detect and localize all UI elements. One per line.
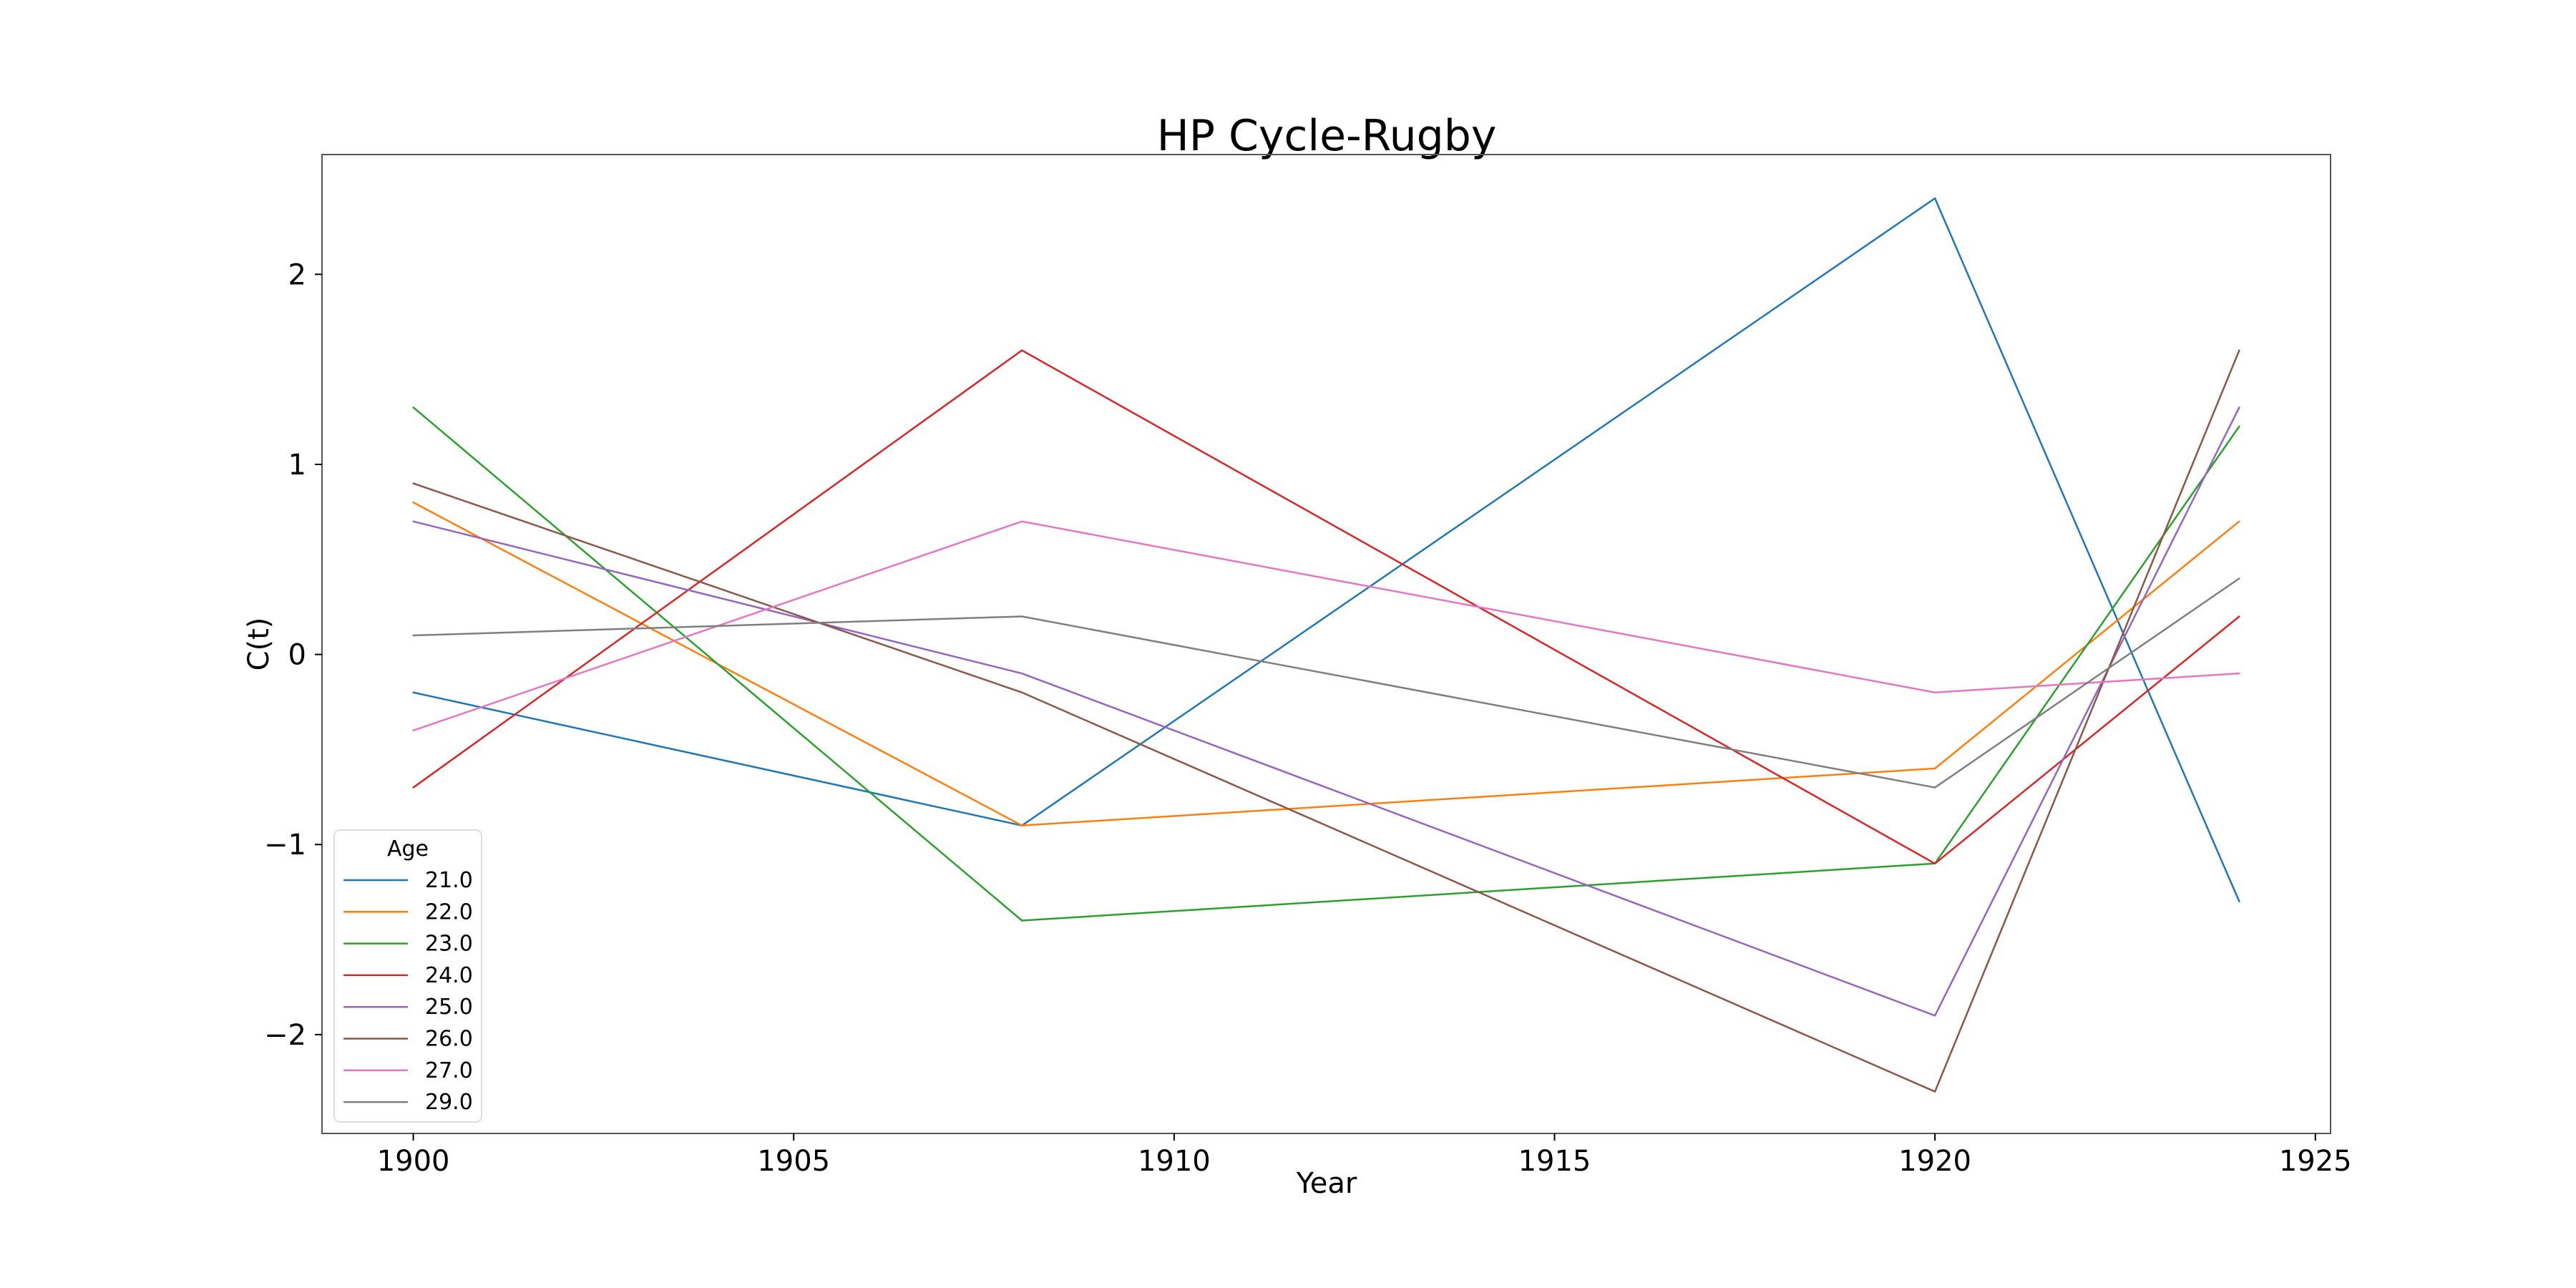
x-tick-label: 1905 — [757, 1145, 830, 1178]
x-axis: 1900 1905 1910 1915 1920 1925 — [377, 1133, 2352, 1178]
data-point — [2238, 672, 2240, 675]
x-tick-label: 1915 — [1518, 1145, 1591, 1178]
data-point — [1933, 691, 1936, 693]
data-point — [1020, 672, 1023, 675]
data-point — [1933, 1015, 1936, 1017]
data-point — [2238, 406, 2240, 409]
data-point — [1020, 919, 1023, 922]
data-point — [1933, 197, 1936, 200]
x-tick-label: 1925 — [2279, 1145, 2352, 1178]
legend-label: 22.0 — [425, 899, 473, 924]
legend-label: 23.0 — [425, 932, 473, 957]
data-point — [412, 482, 414, 484]
y-tick-label: 2 — [288, 258, 306, 291]
data-point — [1933, 786, 1936, 789]
legend-title: Age — [387, 836, 429, 862]
y-tick-label: −2 — [264, 1019, 306, 1052]
x-tick-label: 1910 — [1138, 1145, 1211, 1178]
y-tick-label: 0 — [288, 639, 306, 672]
series-line-21-0 — [413, 197, 2240, 902]
series-line-29-0 — [413, 577, 2240, 789]
data-point — [1933, 767, 1936, 770]
data-point — [2238, 425, 2240, 428]
legend: Age 21.0 22.0 23.0 24.0 25.0 26.0 27.0 29.0 — [333, 829, 482, 1123]
data-point — [1020, 824, 1023, 826]
chart-title: HP Cycle-Rugby — [1157, 111, 1497, 161]
y-axis-label: C(t) — [243, 618, 275, 671]
data-point — [412, 691, 414, 693]
legend-items: 21.0 22.0 23.0 24.0 25.0 26.0 27.0 29.0 — [343, 868, 473, 1115]
data-point — [1020, 615, 1023, 618]
data-point — [2238, 615, 2240, 618]
data-point — [2238, 900, 2240, 903]
series-line-26-0 — [413, 350, 2240, 1093]
data-point — [412, 786, 414, 789]
data-point — [412, 729, 414, 732]
data-point — [412, 520, 414, 522]
legend-label: 21.0 — [425, 868, 473, 893]
x-axis-label: Year — [1296, 1167, 1357, 1200]
legend-label: 27.0 — [425, 1058, 473, 1083]
x-tick-label: 1920 — [1898, 1145, 1971, 1178]
y-tick-label: −1 — [264, 829, 306, 862]
data-point — [412, 634, 414, 637]
series-lines — [412, 197, 2240, 1093]
data-point — [1020, 520, 1023, 522]
y-axis: −2 −1 0 1 2 — [264, 258, 322, 1052]
legend-label: 24.0 — [425, 963, 473, 988]
data-point — [412, 406, 414, 409]
series-line-25-0 — [413, 406, 2240, 1017]
data-point — [2238, 520, 2240, 522]
data-point — [2238, 349, 2240, 351]
data-point — [1933, 1091, 1936, 1093]
data-point — [1020, 349, 1023, 351]
legend-label: 26.0 — [425, 1027, 473, 1052]
plot-area-frame — [321, 154, 2331, 1134]
x-tick-label: 1900 — [377, 1145, 450, 1178]
y-tick-label: 1 — [288, 449, 306, 482]
legend-label: 25.0 — [425, 995, 473, 1020]
data-point — [412, 501, 414, 504]
data-point — [1020, 691, 1023, 693]
data-point — [2238, 577, 2240, 580]
data-point — [1933, 862, 1936, 865]
legend-label: 29.0 — [425, 1090, 473, 1115]
